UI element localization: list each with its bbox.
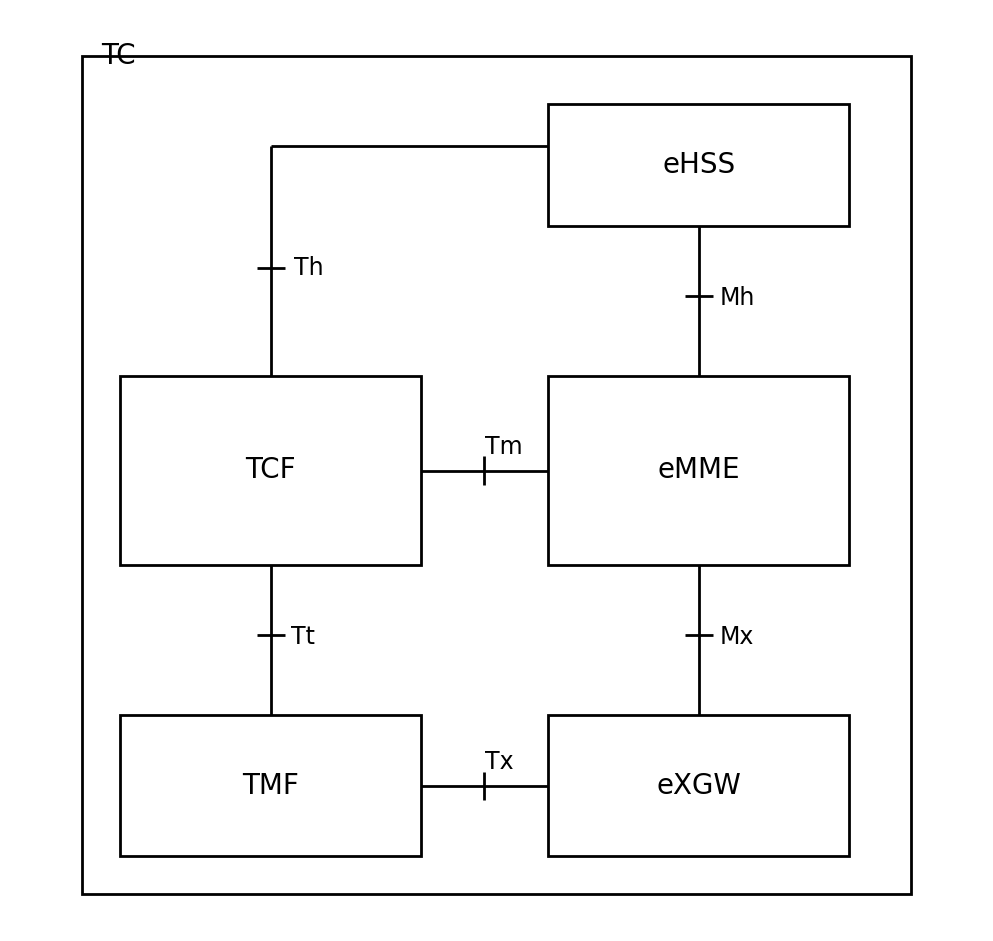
Text: Mh: Mh: [720, 286, 755, 311]
Text: eMME: eMME: [657, 456, 740, 485]
Bar: [82, 56, 911, 894]
Text: TC: TC: [101, 42, 136, 71]
Text: Tt: Tt: [291, 625, 316, 649]
Bar: [548, 715, 849, 856]
Text: Tx: Tx: [486, 750, 513, 774]
Bar: [120, 715, 421, 856]
Bar: [120, 376, 421, 565]
Text: eXGW: eXGW: [656, 772, 741, 800]
Text: TMF: TMF: [242, 772, 299, 800]
Text: Tm: Tm: [486, 435, 523, 459]
Text: eHSS: eHSS: [662, 151, 736, 179]
Bar: [548, 376, 849, 565]
Text: Mx: Mx: [720, 625, 754, 649]
Text: Th: Th: [294, 256, 324, 280]
Bar: [548, 104, 849, 226]
Text: TCF: TCF: [245, 456, 296, 485]
